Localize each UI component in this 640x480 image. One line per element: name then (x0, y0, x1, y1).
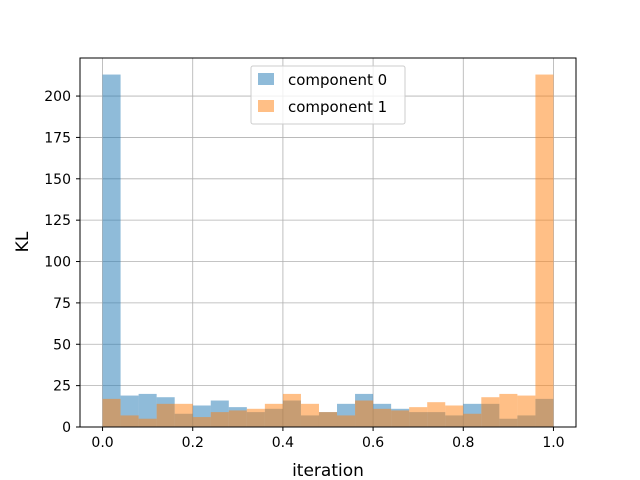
x-tick-label: 0.6 (362, 435, 384, 451)
bar-component-1 (463, 413, 482, 427)
bars (102, 74, 554, 427)
bar-component-1 (499, 393, 518, 427)
y-tick-label: 150 (44, 172, 71, 188)
bar-component-1 (337, 415, 356, 427)
legend-label-component-1: component 1 (288, 98, 387, 116)
x-tick-label: 0.8 (452, 435, 474, 451)
y-tick-label: 175 (44, 130, 71, 146)
bar-component-1 (228, 410, 247, 427)
bar-component-1 (174, 403, 193, 427)
bar-component-1 (300, 403, 319, 427)
bar-component-1 (355, 400, 374, 427)
bar-component-0 (102, 74, 121, 427)
bar-component-1 (391, 410, 410, 427)
bar-component-1 (535, 74, 554, 427)
legend-label-component-0: component 0 (288, 71, 387, 89)
bar-component-1 (409, 407, 428, 427)
legend-box (250, 65, 406, 125)
bar-component-1 (120, 415, 139, 427)
bar-component-1 (427, 402, 446, 427)
x-tick-label: 1.0 (542, 435, 564, 451)
y-axis-label: KL (13, 231, 33, 252)
bar-component-1 (318, 412, 338, 427)
bar-component-1 (445, 405, 464, 427)
x-tick-label: 0.4 (272, 435, 294, 451)
bar-component-0 (138, 393, 157, 427)
x-tick-label: 0.0 (91, 435, 113, 451)
legend-swatch-component-1 (258, 100, 274, 112)
y-tick-label: 100 (44, 255, 71, 271)
bar-component-1 (481, 397, 500, 427)
y-tick-label: 0 (62, 420, 71, 436)
y-tick-label: 25 (53, 379, 71, 395)
y-axis: 0 25 50 75 100 125 150 175 200 (44, 89, 80, 436)
x-axis-label: iteration (292, 461, 364, 480)
x-axis: 0.0 0.2 0.4 0.6 0.8 1.0 (91, 427, 565, 451)
bar-component-1 (210, 412, 229, 427)
bar-component-1 (246, 408, 265, 427)
bar-component-1 (282, 393, 301, 427)
y-tick-label: 200 (44, 89, 71, 105)
bar-component-1 (373, 408, 392, 427)
x-tick-label: 0.2 (182, 435, 204, 451)
plot-frame (79, 57, 577, 428)
bar-component-1 (102, 398, 121, 427)
legend-swatch-component-0 (258, 73, 274, 85)
bar-component-1 (156, 403, 175, 427)
legend: component 0 component 1 (250, 65, 406, 125)
bar-component-1 (138, 418, 157, 427)
bar-component-1 (264, 403, 283, 427)
y-tick-label: 75 (53, 296, 71, 312)
y-tick-label: 50 (53, 337, 71, 353)
bar-component-1 (517, 395, 536, 427)
y-tick-label: 125 (44, 213, 71, 229)
bar-component-1 (192, 417, 211, 427)
